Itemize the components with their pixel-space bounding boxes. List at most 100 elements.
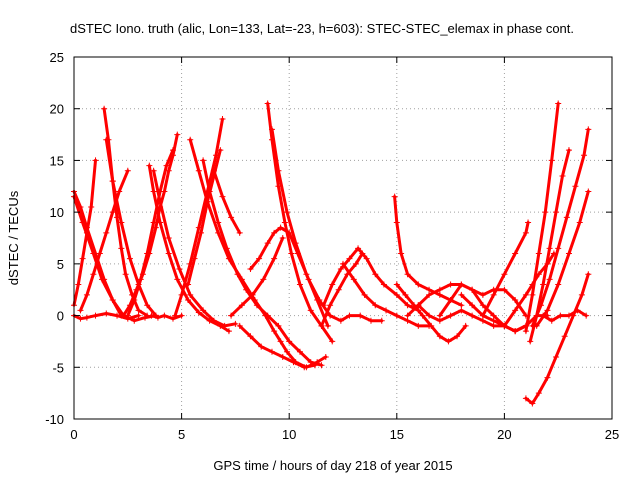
data-point xyxy=(215,219,222,226)
data-point xyxy=(296,348,303,355)
data-point xyxy=(540,281,547,288)
data-point xyxy=(271,328,278,335)
data-point xyxy=(131,297,138,304)
series-line xyxy=(249,226,384,323)
data-point xyxy=(576,219,583,226)
data-point xyxy=(103,229,110,236)
data-point xyxy=(228,312,235,319)
data-point xyxy=(361,291,368,298)
data-point xyxy=(537,302,544,309)
data-point xyxy=(436,312,443,319)
series-line xyxy=(524,272,590,405)
x-axis-label: GPS time / hours of day 218 of year 2015 xyxy=(213,458,452,473)
data-point xyxy=(529,400,536,407)
data-point xyxy=(116,188,123,195)
data-point xyxy=(135,307,142,314)
data-point xyxy=(501,271,508,278)
data-point xyxy=(350,276,357,283)
data-point xyxy=(256,255,263,262)
data-point xyxy=(236,322,243,329)
data-point xyxy=(559,172,566,179)
data-point xyxy=(286,338,293,345)
data-point xyxy=(258,343,265,350)
data-point xyxy=(264,240,271,247)
data-point xyxy=(479,291,486,298)
series-line xyxy=(238,324,317,369)
data-point xyxy=(187,291,194,298)
data-point xyxy=(447,281,454,288)
data-point xyxy=(512,328,519,335)
data-point xyxy=(555,245,562,252)
data-point xyxy=(124,167,131,174)
data-point xyxy=(312,362,319,369)
data-point xyxy=(490,322,497,329)
data-point xyxy=(288,250,295,257)
data-point xyxy=(83,229,90,236)
data-point xyxy=(436,291,443,298)
y-tick-label: 10 xyxy=(50,205,64,220)
data-point xyxy=(546,245,553,252)
data-point xyxy=(324,322,331,329)
data-point xyxy=(187,136,194,143)
data-point xyxy=(137,276,144,283)
data-point xyxy=(522,291,529,298)
data-point xyxy=(419,312,426,319)
data-point xyxy=(469,302,476,309)
series-line xyxy=(72,158,97,307)
data-point xyxy=(557,312,564,319)
data-point xyxy=(217,147,224,154)
data-point xyxy=(195,167,202,174)
axes: 0 5 10 15 20 25 -10 -5 0 5 10 15 20 25 xyxy=(45,50,619,442)
data-traces xyxy=(71,100,592,407)
data-point xyxy=(359,250,366,257)
data-point xyxy=(469,312,476,319)
data-point xyxy=(553,209,560,216)
data-point xyxy=(219,193,226,200)
data-point xyxy=(454,333,461,340)
data-point xyxy=(275,167,282,174)
data-point xyxy=(469,286,476,293)
data-point xyxy=(101,105,108,112)
data-point xyxy=(535,390,542,397)
data-point xyxy=(544,374,551,381)
data-point xyxy=(172,312,179,319)
data-point xyxy=(165,250,172,257)
series-line xyxy=(126,148,175,318)
data-point xyxy=(185,281,192,288)
data-point xyxy=(479,312,486,319)
data-point xyxy=(197,229,204,236)
data-point xyxy=(415,322,422,329)
data-point xyxy=(236,229,243,236)
data-point xyxy=(367,317,374,324)
data-point xyxy=(225,328,232,335)
data-point xyxy=(307,307,314,314)
data-point xyxy=(150,219,157,226)
data-point xyxy=(479,317,486,324)
data-point xyxy=(372,271,379,278)
data-point xyxy=(357,312,364,319)
data-point xyxy=(264,312,271,319)
series-line xyxy=(229,236,285,318)
data-point xyxy=(346,255,353,262)
data-point xyxy=(135,312,142,319)
data-point xyxy=(92,157,99,164)
data-point xyxy=(553,353,560,360)
data-point xyxy=(234,271,241,278)
data-point xyxy=(96,250,103,257)
data-point xyxy=(279,235,286,241)
data-point xyxy=(581,152,588,159)
data-point xyxy=(327,312,334,319)
data-point xyxy=(522,395,529,402)
data-point xyxy=(163,162,170,169)
data-point xyxy=(426,291,433,298)
data-point xyxy=(522,328,529,335)
data-point xyxy=(90,271,97,278)
data-point xyxy=(393,281,400,288)
data-point xyxy=(585,271,592,278)
data-point xyxy=(206,188,213,195)
data-point xyxy=(90,250,97,257)
data-point xyxy=(404,312,411,319)
data-point xyxy=(393,312,400,319)
series-line xyxy=(541,308,588,323)
data-point xyxy=(228,214,235,221)
